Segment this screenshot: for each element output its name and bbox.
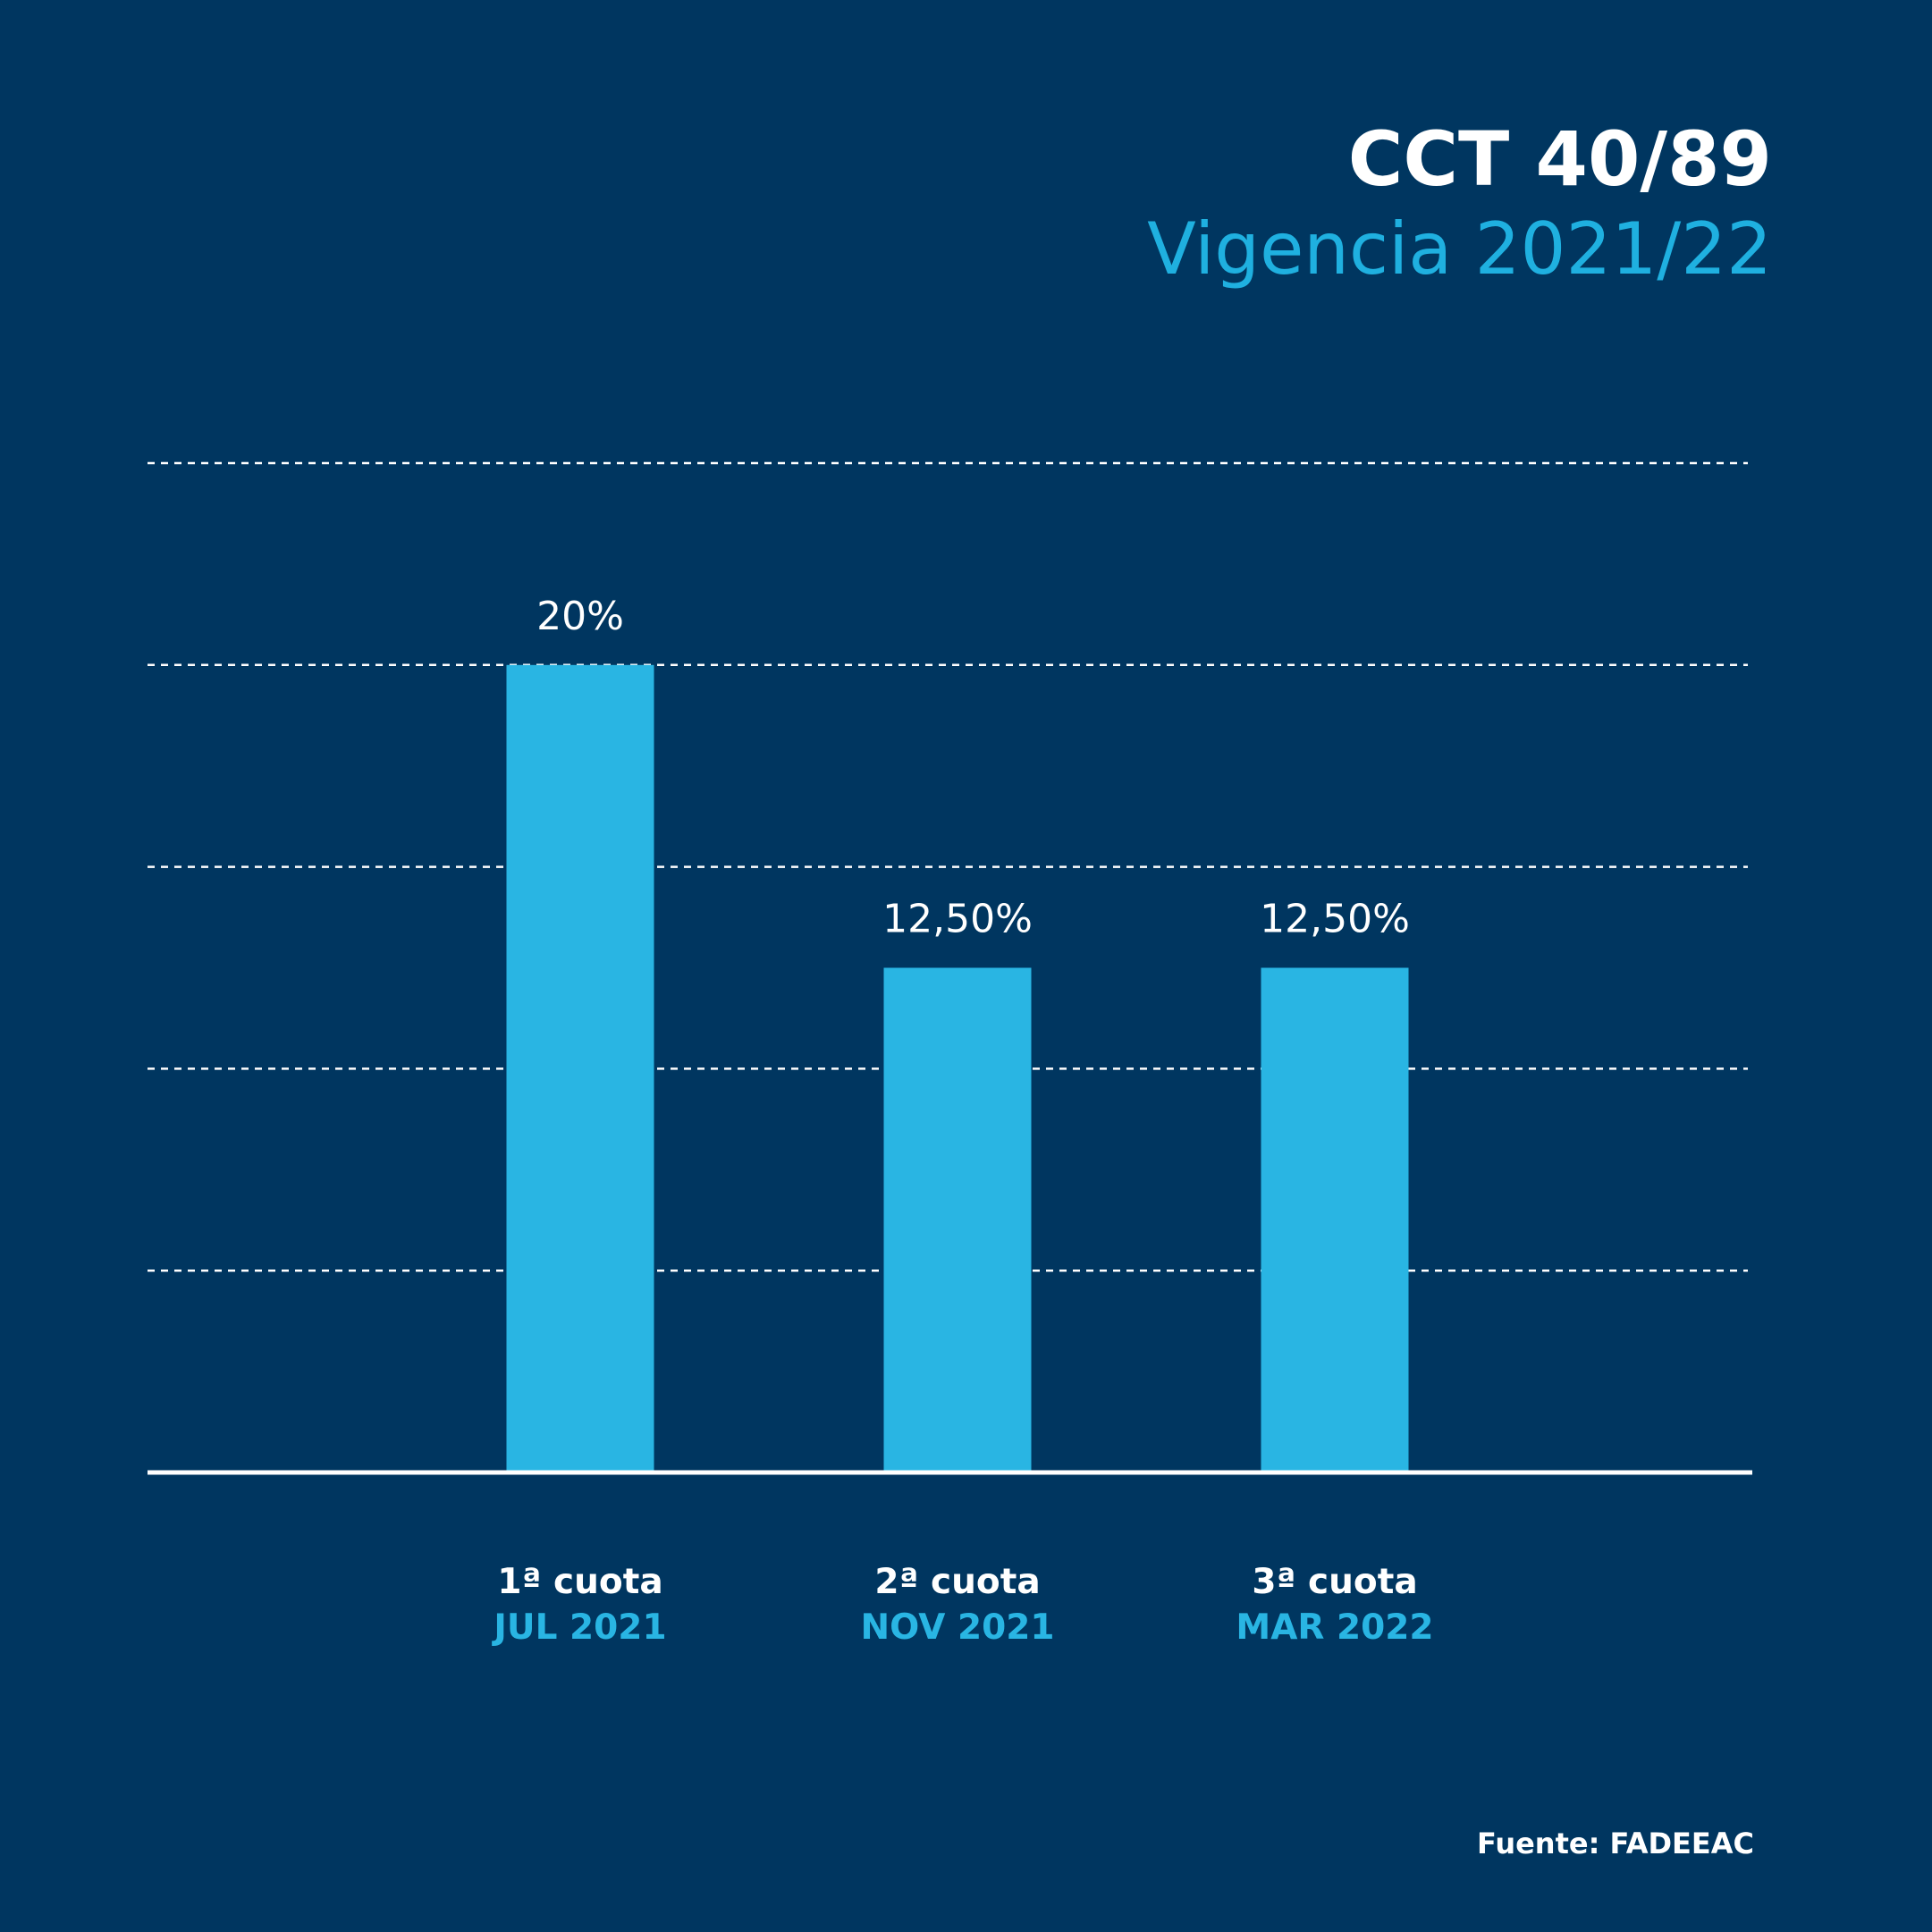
bar (883, 967, 1032, 1472)
value-label: 12,50% (882, 897, 1033, 942)
value-label: 12,50% (1260, 897, 1410, 942)
x-tick-label: 1ª cuota (497, 1562, 662, 1602)
chart-subtitle: Vigencia 2021/22 (1147, 207, 1772, 291)
source: Fuente: FADEEAC (1477, 1827, 1754, 1860)
bar (506, 664, 654, 1472)
bar (1261, 967, 1409, 1472)
x-tick-label: 3ª cuota (1252, 1562, 1417, 1602)
x-tick-sublabel: MAR 2022 (1236, 1607, 1433, 1648)
x-tick-sublabel: JUL 2021 (491, 1607, 666, 1648)
x-tick-label: 2ª cuota (874, 1562, 1040, 1602)
x-tick-sublabel: NOV 2021 (860, 1607, 1054, 1648)
chart-title: CCT 40/89 (1348, 115, 1772, 203)
value-label: 20% (536, 594, 624, 639)
